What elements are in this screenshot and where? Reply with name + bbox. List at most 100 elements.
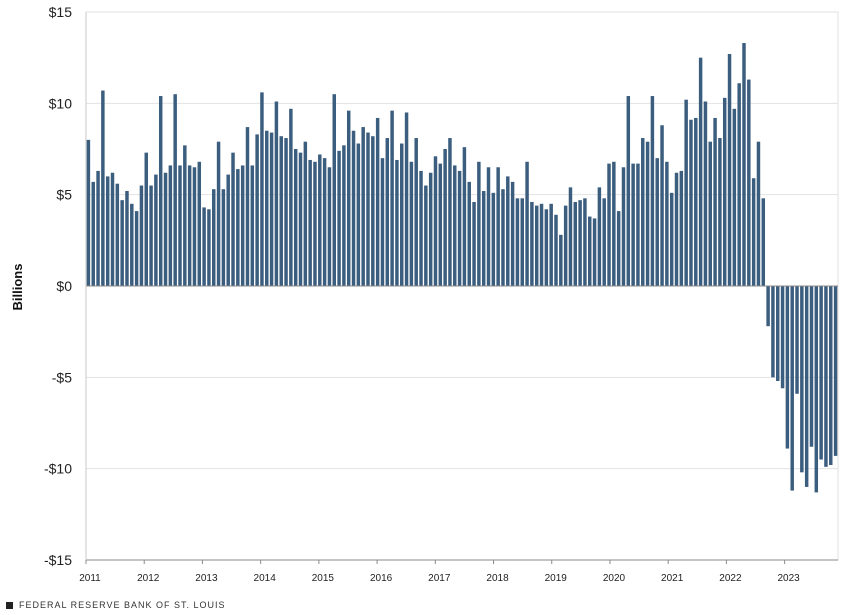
bar <box>134 211 139 286</box>
bar <box>829 286 833 466</box>
bar <box>626 96 631 286</box>
bar <box>534 205 539 286</box>
bar <box>187 165 192 286</box>
bar <box>168 165 173 286</box>
x-tick-label: 2014 <box>254 573 277 584</box>
bar <box>86 139 91 286</box>
bar <box>144 152 148 286</box>
bar <box>549 203 553 286</box>
bar <box>366 132 370 286</box>
bar <box>722 97 727 286</box>
bar <box>481 191 486 286</box>
bar <box>462 147 467 286</box>
bar <box>795 286 799 394</box>
bar <box>679 170 684 286</box>
bar <box>226 174 230 286</box>
bar <box>313 161 317 286</box>
y-axis-label: Billions <box>10 264 25 311</box>
x-tick-label: 2013 <box>195 573 218 584</box>
bar <box>101 90 105 286</box>
bar <box>178 165 182 286</box>
x-tick-label: 2017 <box>428 573 451 584</box>
bar <box>588 216 592 286</box>
x-tick-label: 2020 <box>603 573 626 584</box>
bar <box>293 149 298 286</box>
bar <box>351 130 356 286</box>
y-tick-label: $15 <box>49 4 73 20</box>
bar <box>221 189 226 286</box>
bar <box>337 150 341 286</box>
bar <box>409 161 414 286</box>
bar <box>419 170 423 286</box>
bar <box>158 96 163 286</box>
bar <box>96 170 100 286</box>
bar <box>525 161 529 286</box>
bar <box>631 163 635 286</box>
bar <box>395 159 399 286</box>
bar <box>607 163 611 286</box>
source-credit: FEDERAL RESERVE BANK OF ST. LOUIS <box>6 600 226 610</box>
bar <box>428 172 433 286</box>
bar <box>501 189 505 286</box>
bar <box>183 145 187 286</box>
bar <box>371 136 375 286</box>
bar <box>385 138 390 286</box>
bar <box>761 198 766 286</box>
bar <box>115 183 120 286</box>
bar <box>207 209 211 286</box>
bar <box>833 286 838 456</box>
bar <box>346 110 351 286</box>
bar <box>265 130 269 286</box>
bar <box>592 218 597 286</box>
x-tick-label: 2021 <box>661 573 684 584</box>
bar <box>669 192 674 286</box>
x-tick-label: 2023 <box>777 573 800 584</box>
bar <box>361 127 365 286</box>
bar <box>91 181 95 286</box>
y-tick-label: -$10 <box>44 461 72 477</box>
bar <box>703 101 708 286</box>
bar <box>318 154 322 286</box>
bar <box>255 134 259 286</box>
bar <box>192 167 197 286</box>
y-tick-label: -$5 <box>52 369 72 385</box>
bar <box>713 117 717 286</box>
bar <box>684 99 688 287</box>
bar-chart: $15$10$5$0-$5-$10-$15 2011 2012 2013 2014 20… <box>10 4 839 584</box>
bar <box>785 286 790 449</box>
bar <box>520 198 524 286</box>
bar <box>202 207 206 286</box>
bar <box>284 138 288 286</box>
bar <box>742 43 746 286</box>
bar <box>414 138 418 286</box>
bar <box>240 165 245 286</box>
bar <box>380 158 385 286</box>
bar <box>800 286 804 473</box>
bar <box>308 159 312 286</box>
bar <box>216 141 221 286</box>
x-tick-label: 2015 <box>312 573 335 584</box>
bar <box>212 189 216 286</box>
bar <box>650 96 655 286</box>
bar <box>766 286 770 327</box>
bar <box>506 176 510 286</box>
bar <box>173 94 177 286</box>
bar <box>645 141 650 286</box>
bar <box>718 138 722 286</box>
bar <box>438 163 443 286</box>
y-axis-ticks: $15 $10 $5 $0 -$5 -$10 -$15 <box>44 4 72 568</box>
y-tick-label: $10 <box>49 95 73 111</box>
bar <box>231 152 235 286</box>
bar <box>568 187 573 286</box>
bar <box>510 181 515 286</box>
bar <box>332 94 336 286</box>
bar <box>260 92 264 287</box>
bar <box>732 108 737 286</box>
bar <box>279 136 283 286</box>
bar <box>621 167 626 286</box>
bar <box>641 138 645 286</box>
bar <box>790 286 794 491</box>
bar <box>612 161 616 286</box>
bar <box>563 205 568 286</box>
bar <box>554 214 558 286</box>
